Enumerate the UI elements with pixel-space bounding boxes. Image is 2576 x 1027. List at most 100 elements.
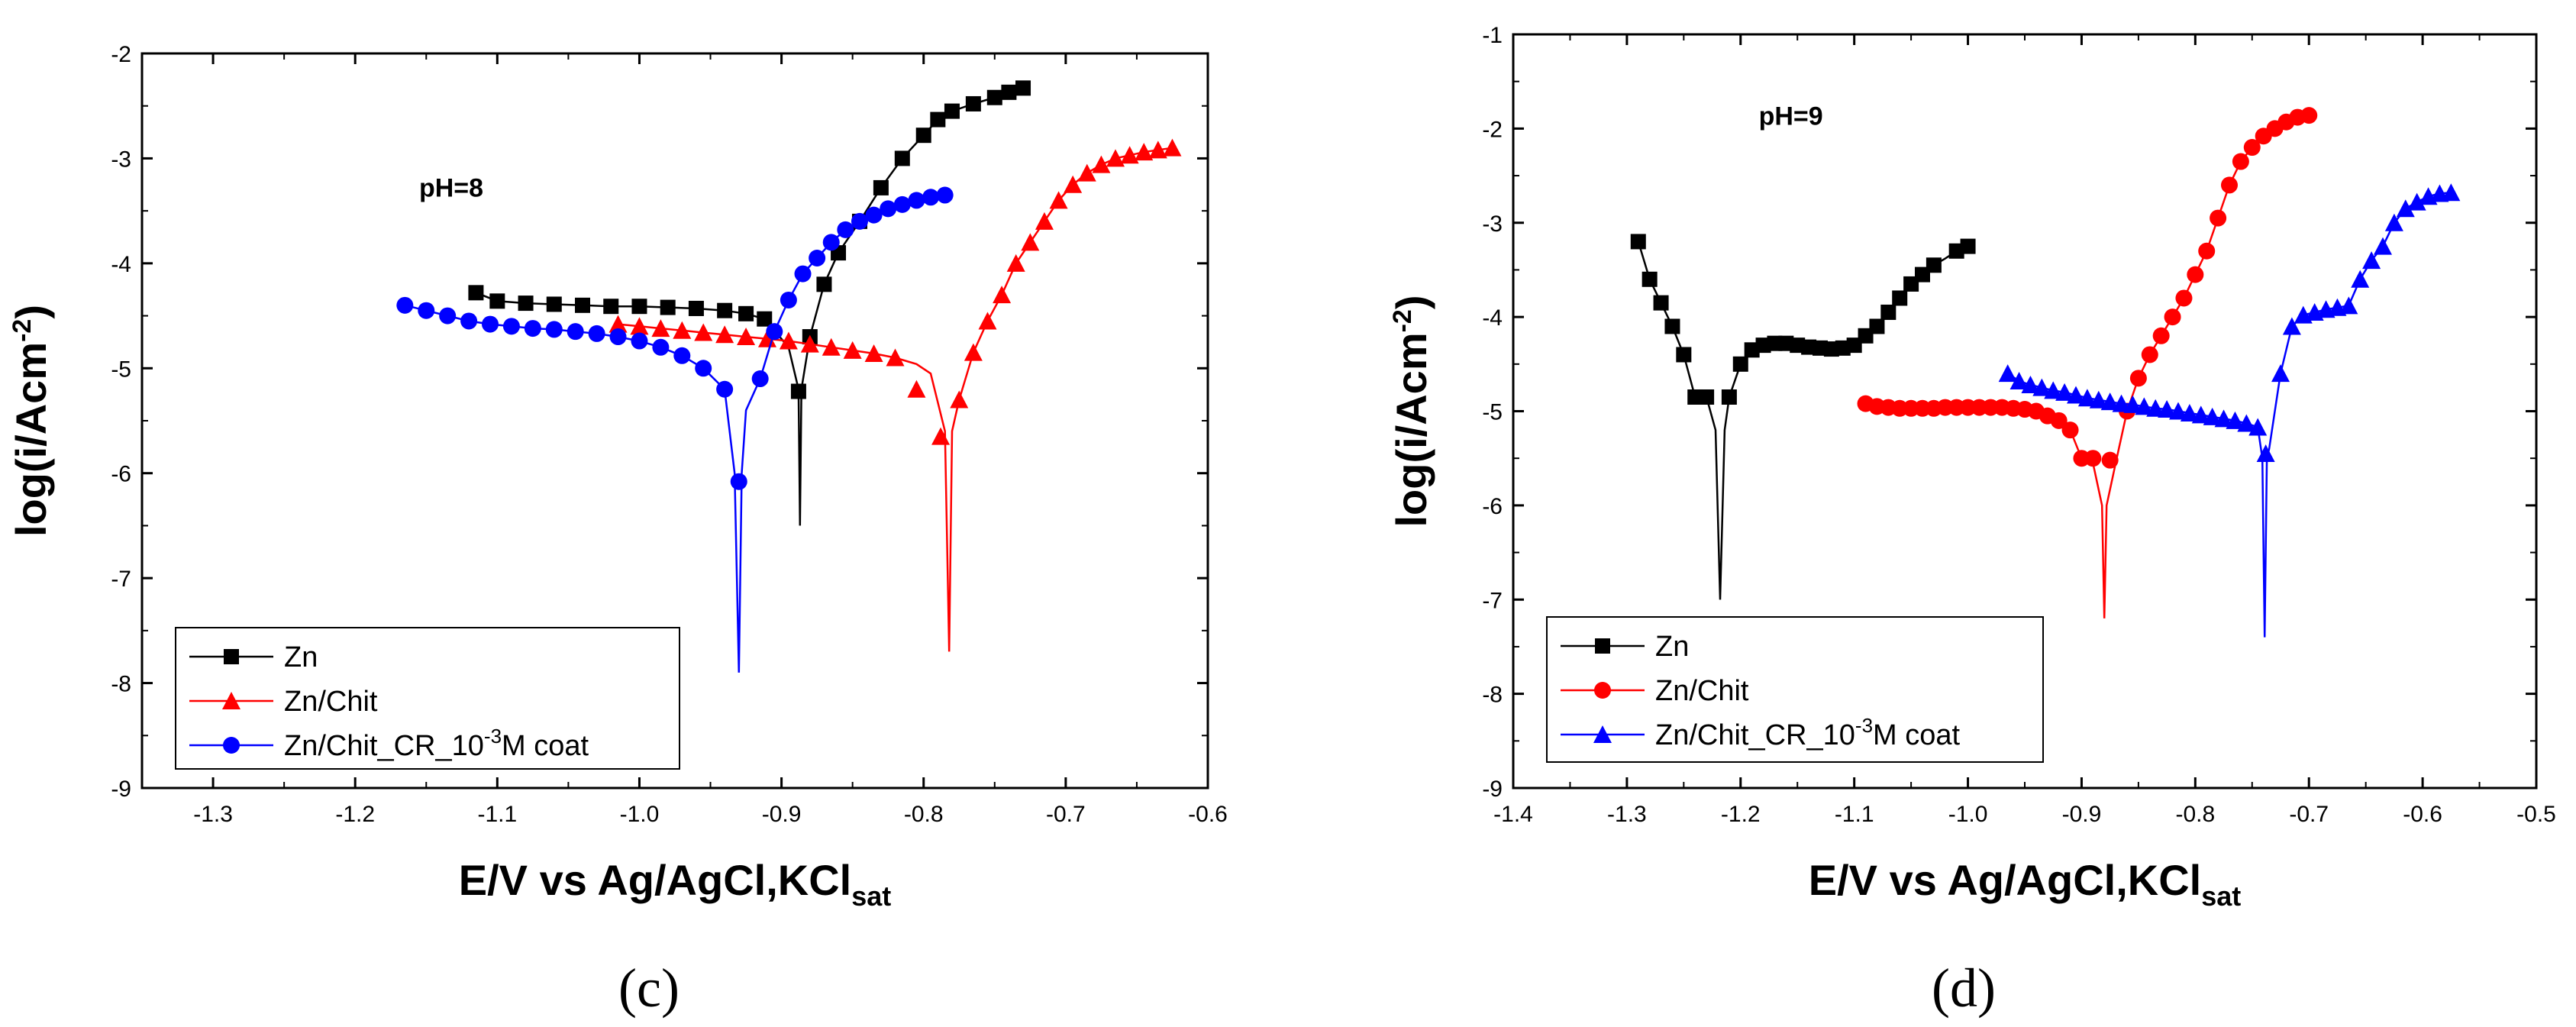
series-2-point	[2187, 266, 2204, 283]
legend-marker-triangle	[1593, 725, 1612, 743]
series-3-point	[794, 265, 812, 283]
series-3-point	[2442, 183, 2461, 202]
series-1-point	[894, 150, 910, 166]
series-1-point	[468, 285, 484, 301]
series-1-point	[915, 128, 931, 144]
series-3-point	[2256, 444, 2275, 463]
x-tick-label: -1.2	[1721, 802, 1761, 827]
panel-caption: (c)	[618, 958, 680, 1019]
series-3-point	[2021, 375, 2040, 393]
series-1-point	[930, 111, 946, 128]
series-3-point	[2032, 378, 2051, 396]
series-3-point	[2089, 390, 2108, 409]
series-1-point	[1653, 295, 1669, 311]
y-tick-label: -5	[1482, 400, 1503, 425]
y-tick-label: -2	[1482, 117, 1503, 142]
chart-panel-1: -1.3 -1.2 -1.1 -1.0 -0.9 -0.8 -0.7 -0.6 -9 -8 -7 -6…	[7, 42, 1228, 1019]
series-3-point	[2158, 400, 2177, 418]
series-1-point	[1699, 389, 1715, 405]
y-tick-label: -8	[1482, 683, 1503, 708]
series-1-point	[1869, 318, 1885, 334]
series-2-point	[864, 344, 883, 363]
series-3-point	[2339, 296, 2358, 315]
series-3-point	[851, 212, 868, 230]
legend-label: Zn	[1655, 631, 1689, 663]
series-1-point	[1630, 234, 1646, 250]
series-3-point	[893, 195, 911, 213]
series-2-point	[737, 328, 756, 346]
series-2-point	[1106, 149, 1125, 167]
series-1-point	[1892, 290, 1908, 306]
series-2-point	[2300, 107, 2318, 124]
y-axis-label: log(i/Acm-2)	[7, 305, 55, 537]
legend-label: Zn/Chit	[284, 686, 378, 718]
series-1-point	[1676, 347, 1692, 363]
series-3-point	[695, 360, 712, 377]
series-2-point	[1049, 191, 1068, 209]
series-1-point	[986, 89, 1002, 105]
series-3-point	[673, 347, 691, 364]
series-1-point	[1721, 389, 1737, 405]
series-2-line	[1865, 114, 2310, 618]
series-2-point	[1092, 155, 1111, 173]
series-3-point	[2282, 317, 2301, 335]
series-3-point	[2180, 403, 2199, 421]
series-3-point	[716, 380, 734, 398]
series-3-point	[2248, 418, 2268, 436]
series-1-point	[790, 383, 806, 399]
series-1-point	[489, 293, 505, 309]
x-tick-label: -0.7	[2289, 802, 2329, 827]
series-3-point	[2009, 372, 2029, 390]
y-tick-label: -4	[1482, 305, 1503, 331]
legend: Zn Zn/Chit Zn/Chit_CR_10-3M coat	[1546, 616, 2044, 763]
series-3-point	[822, 234, 840, 251]
series-3-point	[2191, 405, 2210, 424]
series-3-point	[2396, 199, 2415, 218]
x-tick-label: -1.2	[335, 802, 375, 827]
series-2-point	[1064, 175, 1083, 193]
series-1-point	[688, 300, 704, 316]
series-3-point	[396, 296, 414, 314]
series-1-point	[873, 179, 889, 195]
series-2-point	[630, 317, 649, 335]
series-2-point	[2050, 412, 2068, 429]
ph-annotation: pH=8	[419, 174, 483, 203]
series-2-point	[1077, 163, 1096, 182]
series-3-point	[2203, 407, 2222, 425]
x-tick-label: -1.3	[1607, 802, 1647, 827]
series-3-point	[922, 189, 940, 206]
x-tick-label: -1.1	[477, 802, 517, 827]
legend-marker-circle	[1594, 682, 1611, 699]
legend: Zn Zn/Chit Zn/Chit_CR_10-3M coat	[175, 627, 680, 770]
panel-caption: (d)	[1932, 958, 1996, 1019]
series-1-line	[1637, 241, 1969, 600]
series-3-point	[418, 302, 435, 319]
series-3-point	[2100, 392, 2119, 411]
x-tick-label: -1.4	[1493, 802, 1533, 827]
y-tick-label: -9	[1482, 777, 1503, 802]
series-2-point	[779, 331, 798, 350]
series-2-point	[608, 315, 628, 333]
series-3-line	[405, 194, 945, 673]
series-3-point	[2351, 270, 2370, 288]
y-tick-label: -7	[1482, 588, 1503, 613]
y-tick-label: -8	[111, 672, 131, 697]
series-1-point	[1732, 356, 1748, 372]
series-group	[1630, 107, 2461, 638]
series-2-point	[2175, 289, 2193, 307]
series-3-point	[751, 370, 769, 388]
legend-label: Zn/Chit_CR_10-3M coat	[284, 725, 589, 762]
series-3-point	[439, 307, 457, 325]
series-3-point	[567, 323, 584, 341]
series-1-point	[944, 103, 960, 119]
x-tick-label: -1.1	[1835, 802, 1874, 827]
series-3-point	[2374, 237, 2392, 255]
series-2-point	[1006, 254, 1025, 272]
series-3-point	[502, 318, 520, 335]
x-tick-label: -0.8	[904, 802, 944, 827]
x-tick-label: -0.9	[2062, 802, 2102, 827]
series-3-point	[652, 338, 670, 356]
series-3-point	[524, 320, 541, 337]
series-2-point	[843, 341, 862, 359]
series-2-point	[1035, 212, 1054, 230]
